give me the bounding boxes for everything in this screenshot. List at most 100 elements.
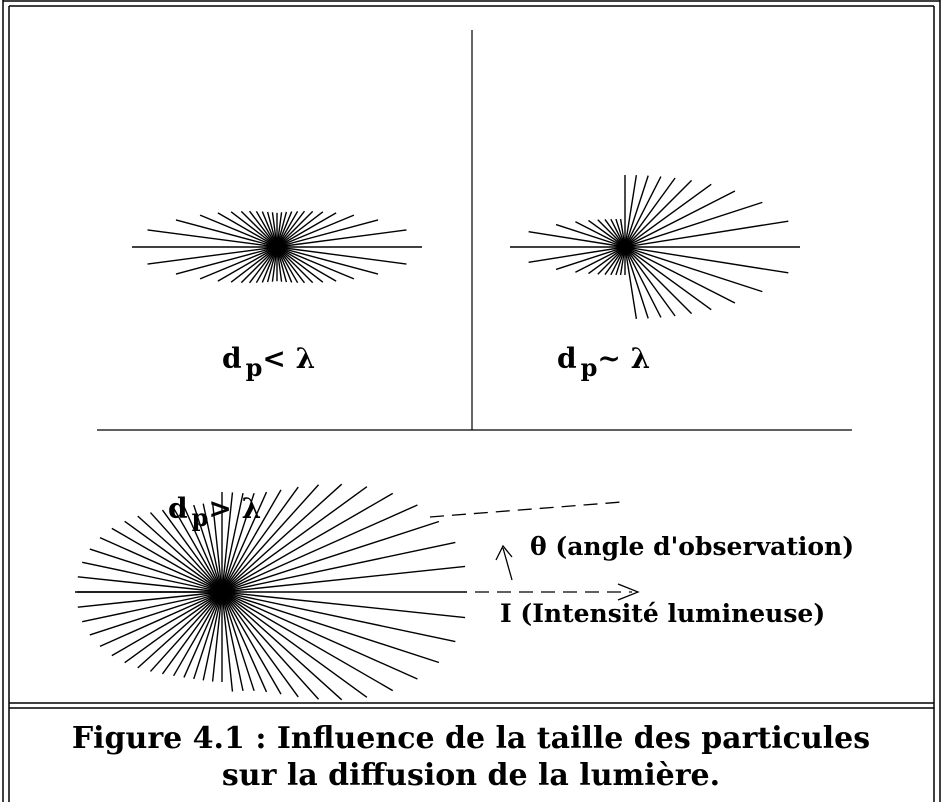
ray <box>624 246 693 315</box>
ray <box>124 591 223 664</box>
ray <box>77 591 223 608</box>
ray <box>266 211 278 248</box>
scattering-patterns <box>75 175 800 701</box>
ray <box>276 246 293 283</box>
ray <box>147 246 278 265</box>
ray <box>266 246 278 283</box>
ray <box>619 246 626 276</box>
ray <box>221 591 456 643</box>
ray <box>77 576 223 593</box>
ray <box>221 591 244 691</box>
ray <box>624 190 736 248</box>
angle-label: θ (angle d'observation) <box>530 532 854 561</box>
ray <box>261 246 278 283</box>
ray <box>111 527 223 593</box>
ray <box>221 504 418 593</box>
ray <box>149 512 223 593</box>
ray <box>276 210 306 248</box>
ray <box>624 246 763 293</box>
ray <box>221 591 418 680</box>
ray <box>211 502 223 593</box>
ray <box>173 507 223 593</box>
ray <box>276 246 314 284</box>
ray <box>276 246 306 284</box>
annotation-arrows <box>429 501 640 601</box>
ray <box>173 591 223 677</box>
ray <box>604 219 626 248</box>
ray <box>276 246 337 282</box>
ray <box>221 486 299 593</box>
ray <box>276 210 314 248</box>
ray <box>124 520 223 593</box>
ray <box>276 246 299 284</box>
ray <box>89 548 223 593</box>
ray <box>240 210 278 248</box>
ray <box>221 591 299 698</box>
ray <box>624 183 712 248</box>
ray <box>183 591 223 678</box>
ray <box>137 591 223 669</box>
ray <box>276 212 283 248</box>
ray <box>147 229 278 248</box>
ray <box>575 221 626 248</box>
ray <box>597 246 626 275</box>
ray <box>588 246 626 275</box>
ray <box>99 537 223 593</box>
panel-label: d p~ λ <box>557 342 650 382</box>
intensity-label: I (Intensité lumineuse) <box>500 599 825 628</box>
ray <box>161 509 223 593</box>
ray <box>261 211 278 248</box>
ray <box>193 504 223 593</box>
ray <box>276 219 379 248</box>
ray <box>610 246 626 276</box>
ray <box>221 492 394 593</box>
ray <box>221 486 368 593</box>
ray <box>175 246 278 275</box>
ray <box>217 246 278 282</box>
ray <box>202 591 223 681</box>
ray <box>221 591 440 664</box>
ray <box>221 492 234 593</box>
panel-label: d p> λ <box>168 492 261 532</box>
ray <box>82 561 223 593</box>
ray <box>555 223 626 248</box>
ray <box>149 591 223 672</box>
ray <box>624 246 736 304</box>
ray <box>276 246 283 282</box>
ray <box>624 175 649 248</box>
ray <box>211 591 223 682</box>
ray <box>221 591 268 693</box>
ray <box>624 175 638 248</box>
ray <box>624 246 649 319</box>
ray <box>221 493 244 593</box>
ray <box>161 591 223 675</box>
ray <box>276 246 355 280</box>
ray <box>82 591 223 623</box>
ray <box>221 591 282 695</box>
ray <box>230 246 278 283</box>
ray <box>276 246 407 265</box>
ray <box>221 591 234 692</box>
ray <box>624 177 676 248</box>
ray <box>230 211 278 248</box>
ray <box>624 201 763 248</box>
ray <box>111 591 223 657</box>
ray <box>604 246 626 275</box>
ray <box>221 591 466 619</box>
ray <box>248 210 278 248</box>
ray <box>597 219 626 248</box>
ray <box>276 211 324 248</box>
ray <box>248 246 278 284</box>
ray <box>221 591 320 700</box>
ray <box>624 246 662 318</box>
ray <box>276 214 355 248</box>
ray <box>183 506 223 593</box>
ray <box>528 231 626 248</box>
ray <box>276 210 299 248</box>
ray <box>202 503 223 593</box>
ray <box>199 214 278 248</box>
ray <box>276 246 288 283</box>
ray <box>221 492 255 593</box>
ray <box>89 591 223 636</box>
